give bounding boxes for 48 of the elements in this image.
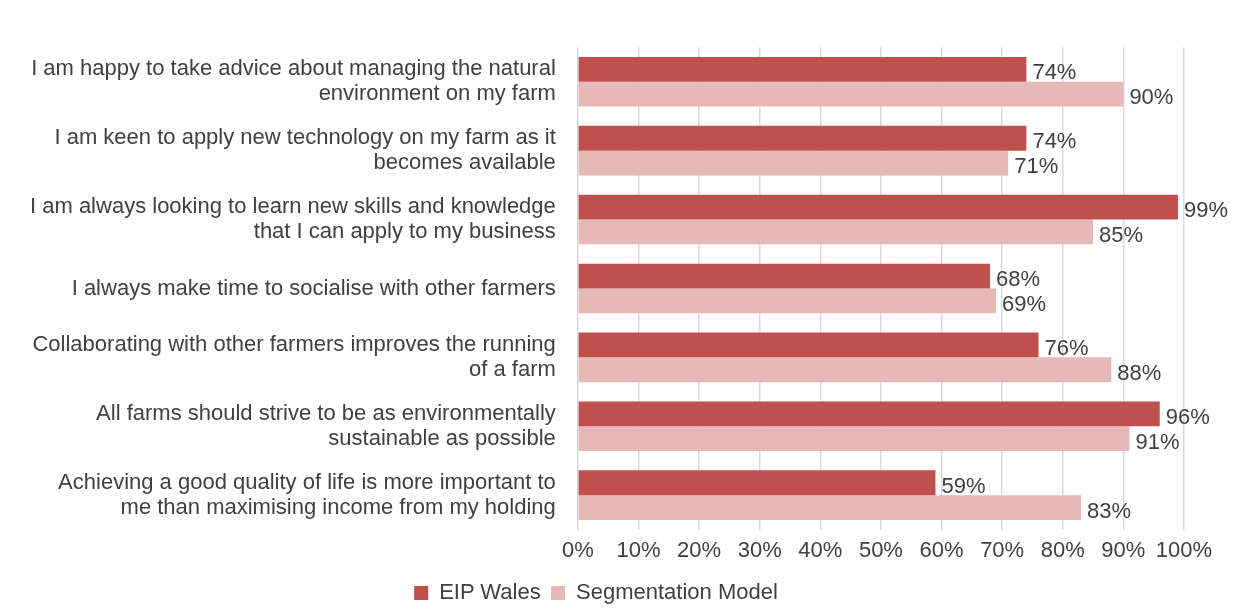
x-tick-label: 50% bbox=[858, 536, 903, 562]
x-tick-label: 100% bbox=[1155, 536, 1213, 562]
bar bbox=[578, 401, 1160, 427]
bar bbox=[578, 470, 936, 496]
bar bbox=[578, 81, 1124, 107]
x-tick-label: 90% bbox=[1101, 536, 1146, 562]
data-label: 96% bbox=[1165, 403, 1210, 429]
data-label: 71% bbox=[1014, 153, 1059, 179]
data-label: 76% bbox=[1044, 335, 1089, 361]
x-tick-label: 0% bbox=[561, 536, 594, 562]
bar bbox=[578, 56, 1027, 82]
bar bbox=[578, 263, 991, 289]
bar bbox=[578, 426, 1130, 452]
data-label: 74% bbox=[1032, 59, 1077, 85]
data-label: 88% bbox=[1117, 359, 1162, 385]
bar bbox=[578, 150, 1009, 176]
legend-label: EIP Wales bbox=[439, 579, 541, 605]
x-tick-label: 40% bbox=[798, 536, 843, 562]
x-tick-label: 10% bbox=[616, 536, 661, 562]
data-label: 83% bbox=[1086, 497, 1131, 523]
bar bbox=[578, 194, 1178, 220]
data-label: 68% bbox=[996, 266, 1041, 292]
bar bbox=[578, 288, 997, 314]
data-label: 99% bbox=[1183, 197, 1228, 223]
y-tick-label: I am keen to apply new technology on my farm as it becomes available bbox=[54, 124, 556, 175]
x-tick-label: 30% bbox=[737, 536, 782, 562]
legend-label: Segmentation Model bbox=[576, 579, 778, 605]
y-tick-label: All farms should strive to be as environmentally sustainable as possible bbox=[96, 399, 556, 450]
bar bbox=[578, 125, 1027, 151]
bar bbox=[578, 332, 1039, 358]
y-tick-label: Collaborating with other farmers improves the running of a farm bbox=[32, 330, 556, 382]
y-tick-label: Achieving a good quality of life is more important to me than maximising income from my holding bbox=[58, 468, 556, 519]
bar bbox=[578, 219, 1094, 245]
data-label: 85% bbox=[1099, 222, 1144, 248]
data-label: 91% bbox=[1135, 428, 1180, 454]
x-tick-label: 20% bbox=[677, 536, 722, 562]
y-tick-label: I am happy to take advice about managing the natural environment on my farm bbox=[31, 55, 556, 106]
y-tick-label: I am always looking to learn new skills and knowledge that I can apply to my business bbox=[29, 192, 556, 244]
data-label: 59% bbox=[941, 472, 986, 498]
bar bbox=[578, 495, 1081, 520]
x-tick-label: 80% bbox=[1040, 536, 1085, 562]
data-label: 90% bbox=[1129, 84, 1174, 110]
bar bbox=[578, 357, 1112, 383]
x-tick-label: 70% bbox=[980, 536, 1025, 562]
x-tick-label: 60% bbox=[919, 536, 964, 562]
data-label: 69% bbox=[1002, 290, 1047, 316]
data-label: 74% bbox=[1032, 128, 1077, 154]
y-tick-label: I always make time to socialise with other farmers bbox=[71, 274, 556, 300]
